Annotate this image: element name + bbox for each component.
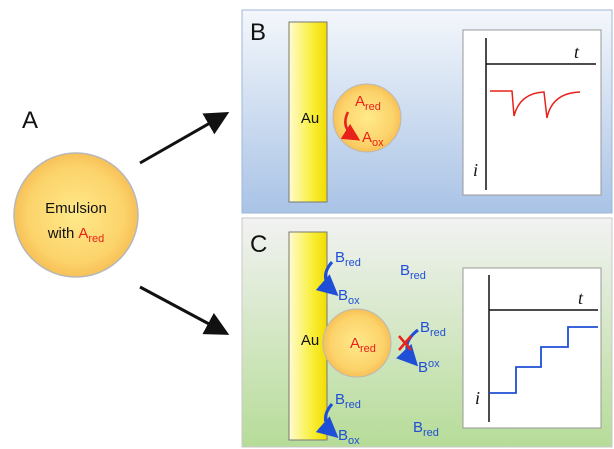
species-name: B [400,262,410,279]
species-name: A [350,335,360,352]
species-name: B [418,359,428,376]
species-name: A [355,93,365,110]
word: with [47,225,75,242]
panel-label: C [250,231,267,258]
species: A [78,225,88,242]
species-sub: red [365,101,381,113]
arrow [140,287,224,332]
species-sub: ox [348,435,360,447]
species-name: B [335,249,345,266]
species-sub: red [430,327,446,339]
species-sub: red [345,257,361,269]
species-sub: red [410,270,426,282]
panel-label: A [22,107,38,134]
species-name: B [420,319,430,336]
species-name: B [335,391,345,408]
droplet-text: Emulsion [45,200,107,217]
panel-label: B [250,19,266,46]
arrow [140,115,224,163]
axis-label: i [473,160,478,180]
species-sub: red [423,427,439,439]
species-name: B [338,287,348,304]
species-sub: ox [348,295,360,307]
diagram: A Emulsion withAred B Au Ared Aox t i C … [0,0,614,449]
electrode-label: Au [301,332,319,349]
species-name: A [362,129,372,146]
inset [463,30,601,195]
species-sub: ox [372,137,384,149]
species-name: B [413,419,423,436]
species-name: B [338,427,348,444]
axis-label: i [475,388,480,408]
species-sup: ox [428,358,440,370]
species-sub: red [360,343,376,355]
species-sub: red [88,233,104,245]
species-sub: red [345,399,361,411]
electrode-label: Au [301,110,319,127]
